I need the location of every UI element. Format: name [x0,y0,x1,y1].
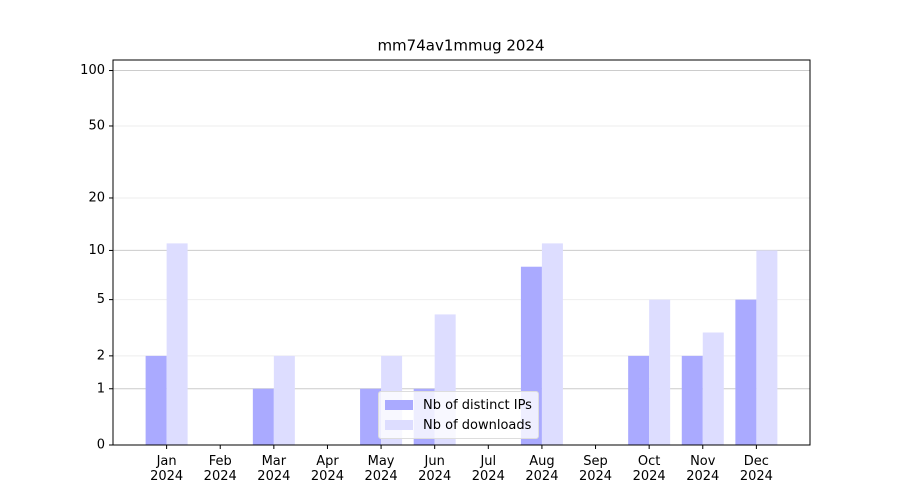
bar [145,355,167,445]
legend-label: Nb of downloads [423,417,532,433]
x-tick-label: Feb 2024 [203,454,237,484]
x-tick-label: Jun 2024 [418,454,452,484]
bar [273,355,295,445]
bar [360,388,382,445]
y-tick-label: 5 [97,292,105,307]
plot-frame [112,59,811,446]
x-tick-label: May 2024 [364,454,398,484]
x-tick-label: Aug 2024 [525,454,559,484]
y-tick-label: 100 [80,63,105,78]
x-tick-label: Apr 2024 [310,454,344,484]
bar [541,243,563,445]
x-tick-label: Dec 2024 [739,454,773,484]
y-tick-label: 50 [88,118,105,133]
legend-item: Nb of distinct IPs [385,395,532,415]
bar [252,388,274,445]
y-tick-label: 20 [88,190,105,205]
legend: Nb of distinct IPs Nb of downloads [378,391,539,439]
bar [681,355,703,445]
legend-swatch [385,400,413,410]
legend-label: Nb of distinct IPs [423,397,532,413]
legend-swatch [385,420,413,430]
bar [702,332,724,445]
y-tick-label: 2 [97,348,105,363]
y-tick-label: 0 [97,438,105,453]
y-tick-label: 10 [88,243,105,258]
bar [735,299,757,445]
x-tick-label: Jan 2024 [150,454,184,484]
x-tick-label: Oct 2024 [632,454,666,484]
x-tick-label: Sep 2024 [578,454,613,484]
x-tick-label: Nov 2024 [686,454,720,484]
bar [166,243,188,445]
x-tick-label: Jul 2024 [471,454,505,484]
y-tick-label: 1 [97,381,105,396]
bar [649,299,671,445]
x-tick-label: Mar 2024 [257,454,291,484]
bar [756,250,778,445]
chart-title: mm74av1mmug 2024 [377,37,544,55]
legend-item: Nb of downloads [385,415,532,435]
bar [628,355,650,445]
